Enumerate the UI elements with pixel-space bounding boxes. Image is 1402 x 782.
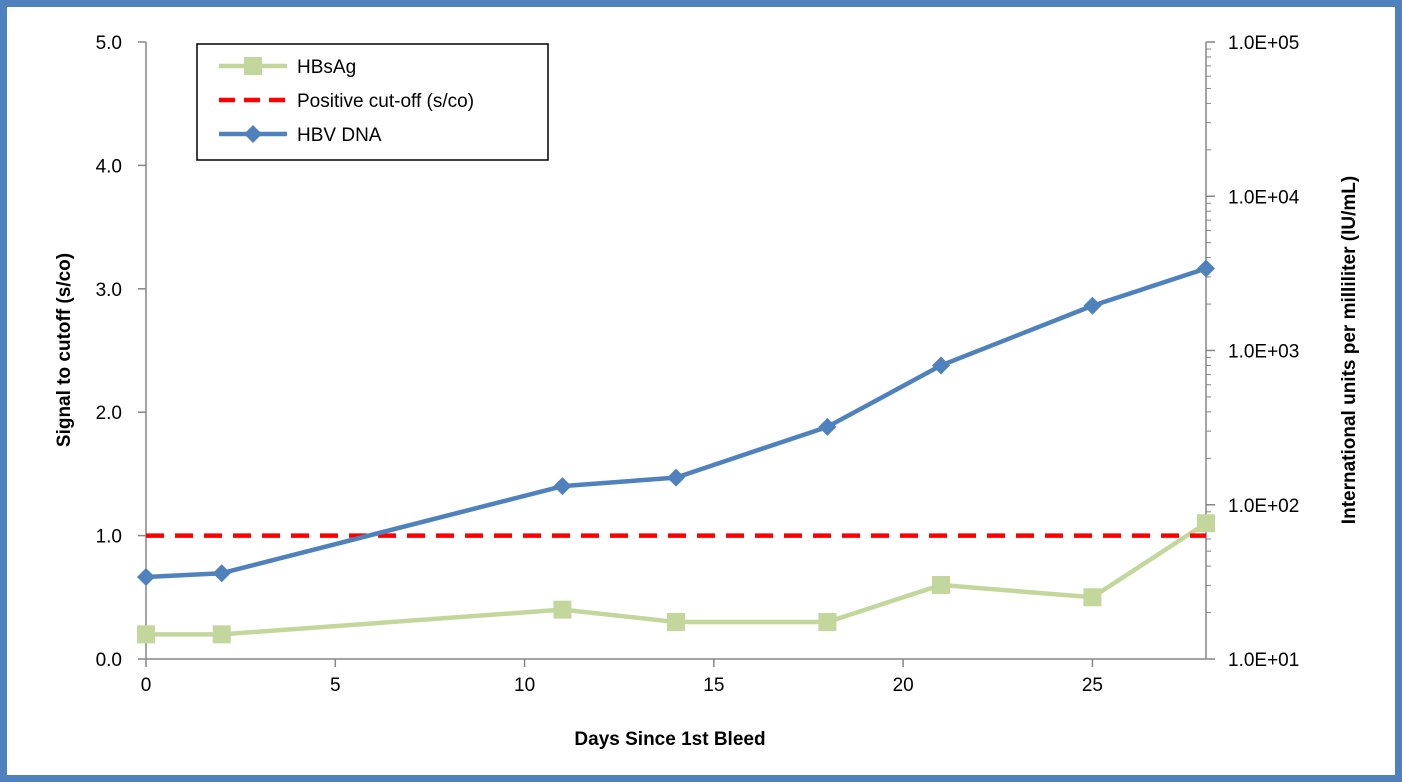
data-point — [212, 564, 231, 583]
y-tick-label: 2.0 — [96, 403, 122, 424]
y-axis-title: Signal to cutoff (s/co) — [54, 253, 75, 447]
y-tick-label: 4.0 — [96, 156, 122, 177]
data-point — [1197, 259, 1215, 278]
legend-swatch-marker — [244, 125, 262, 143]
data-point — [1083, 296, 1102, 315]
data-point — [1083, 588, 1102, 607]
legend-swatch-marker — [244, 57, 262, 75]
y2-tick-label: 1.0E+01 — [1228, 650, 1299, 671]
series-layer — [137, 259, 1215, 644]
series-0 — [137, 514, 1215, 644]
data-point — [932, 575, 950, 594]
y2-tick-label: 1.0E+03 — [1228, 342, 1299, 363]
data-point — [137, 568, 155, 587]
x-tick-label: 5 — [330, 675, 341, 696]
x-tick-label: 15 — [703, 675, 724, 696]
y-tick-label: 0.0 — [96, 650, 122, 671]
y-tick-label: 5.0 — [96, 33, 122, 54]
data-point — [667, 612, 685, 631]
axes: 0.0 1.0 2.0 3.0 4.0 5.0 0 5 10 15 20 25 1.0E+01 1.0E+… — [96, 33, 1300, 696]
data-point — [818, 417, 837, 436]
x-tick-label: 10 — [514, 675, 535, 696]
legend: HBsAg Positive cut-off (s/co) HBV DNA — [196, 43, 549, 161]
series-2 — [137, 259, 1215, 587]
y-tick-label: 1.0 — [96, 527, 122, 548]
legend-label: HBsAg — [297, 57, 356, 78]
y2-tick-label: 1.0E+05 — [1228, 33, 1299, 54]
data-point — [932, 356, 950, 375]
data-point — [212, 625, 231, 644]
data-point — [667, 468, 685, 487]
legend-label: HBV DNA — [297, 125, 382, 146]
x-axis-title: Days Since 1st Bleed — [574, 729, 765, 750]
data-point — [553, 600, 572, 619]
y-tick-label: 3.0 — [96, 280, 122, 301]
data-point — [1197, 514, 1215, 533]
data-point — [137, 625, 155, 644]
legend-label: Positive cut-off (s/co) — [297, 91, 474, 112]
x-tick-label: 25 — [1082, 675, 1103, 696]
series-line — [146, 521, 1208, 637]
x-tick-label: 20 — [893, 675, 914, 696]
data-point — [818, 612, 837, 631]
y2-tick-label: 1.0E+02 — [1228, 496, 1299, 517]
y2-tick-label: 1.0E+04 — [1228, 187, 1300, 208]
y2-axis-title: International units per milliliter (IU/m… — [1339, 176, 1360, 524]
series-line — [145, 266, 1207, 580]
x-tick-label: 0 — [141, 675, 152, 696]
data-point — [553, 477, 572, 496]
